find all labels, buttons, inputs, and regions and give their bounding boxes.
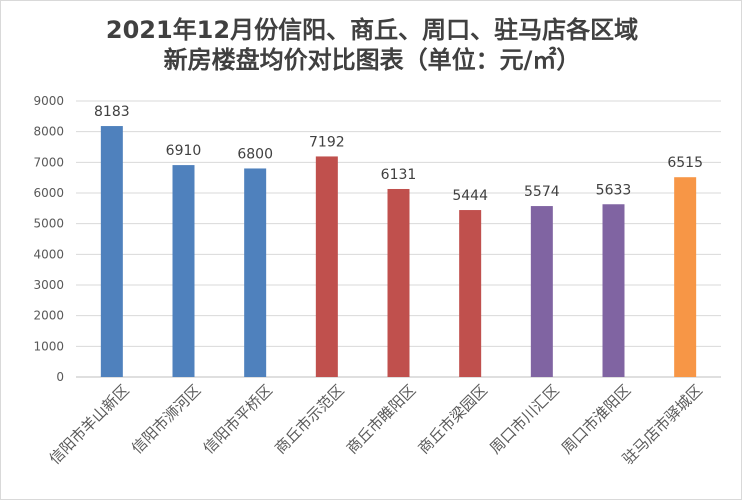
- data-label: 5444: [452, 188, 488, 204]
- x-tick-label: 信阳市浉河区: [128, 381, 204, 457]
- bar: [387, 188, 410, 377]
- bar: [100, 126, 123, 378]
- bar: [459, 210, 482, 377]
- bar: [602, 204, 625, 377]
- data-label: 6910: [166, 143, 202, 159]
- y-tick-label: 7000: [33, 155, 64, 169]
- x-tick-label: 周口市淮阳区: [558, 381, 634, 457]
- y-tick-label: 9000: [33, 94, 64, 108]
- data-label: 5633: [596, 182, 632, 198]
- data-label: 5574: [524, 184, 560, 200]
- y-tick-label: 8000: [33, 125, 64, 139]
- x-tick-label: 周口市川汇区: [486, 381, 562, 457]
- data-label: 6131: [381, 167, 417, 183]
- x-tick-label: 商丘市梁园区: [415, 381, 491, 457]
- x-tick-label: 商丘市示范区: [271, 381, 347, 457]
- data-label: 8183: [94, 104, 130, 120]
- chart-title-line1: 2021年12月份信阳、商丘、周口、驻马店各区域: [105, 16, 639, 44]
- y-tick-label: 5000: [33, 217, 64, 231]
- bar: [674, 177, 697, 377]
- chart-title-line2: 新房楼盘均价对比图表（单位：元/㎡）: [163, 46, 581, 74]
- y-tick-label: 2000: [33, 309, 64, 323]
- y-tick-label: 0: [56, 370, 64, 384]
- y-tick-label: 3000: [33, 278, 64, 292]
- x-tick-label: 信阳市平桥区: [200, 381, 276, 457]
- data-label: 6515: [667, 155, 703, 171]
- y-tick-label: 1000: [33, 339, 64, 353]
- bar: [172, 165, 195, 377]
- x-tick-label: 信阳市羊山新区: [46, 381, 133, 468]
- x-tick-label: 商丘市睢阳区: [343, 381, 419, 457]
- data-label: 6800: [237, 146, 273, 162]
- y-tick-label: 4000: [33, 247, 64, 261]
- data-label: 7192: [309, 134, 345, 150]
- y-tick-label: 6000: [33, 186, 64, 200]
- bar: [315, 156, 338, 377]
- bar: [530, 206, 553, 377]
- bar: [244, 168, 267, 377]
